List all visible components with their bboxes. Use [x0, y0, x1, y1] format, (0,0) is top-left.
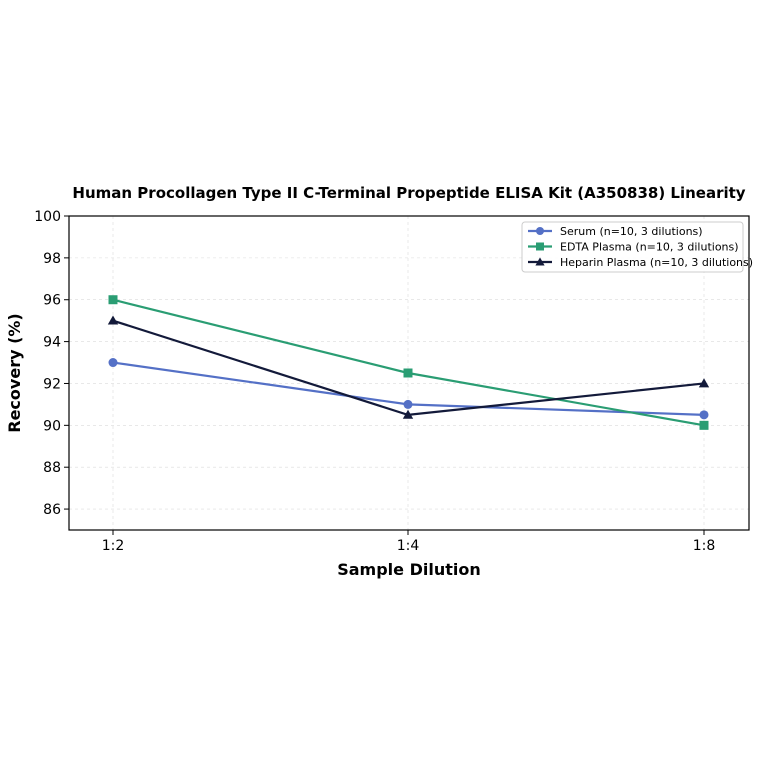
- data-point: [699, 410, 709, 420]
- x-tick-label: 1:2: [102, 538, 125, 554]
- y-tick-label: 94: [43, 335, 61, 351]
- data-point: [402, 409, 414, 419]
- legend-marker: [536, 227, 544, 235]
- y-tick-label: 100: [34, 209, 61, 225]
- y-tick-label: 88: [43, 460, 61, 476]
- legend: Serum (n=10, 3 dilutions) EDTA Plasma (n=…: [521, 221, 753, 273]
- data-point: [403, 368, 413, 378]
- y-tick-label: 92: [43, 376, 61, 392]
- data-point: [108, 295, 118, 305]
- data-point: [107, 315, 119, 325]
- data-point: [698, 378, 710, 388]
- legend-label: Heparin Plasma (n=10, 3 dilutions): [560, 256, 753, 269]
- legend-box: [521, 221, 744, 273]
- y-tick-label: 96: [43, 293, 61, 309]
- x-tick-label: 1:8: [693, 538, 716, 554]
- legend-marker: [536, 242, 544, 251]
- y-tick-label: 90: [43, 418, 61, 434]
- y-tick-label: 86: [43, 502, 61, 518]
- data-point: [699, 420, 709, 430]
- legend-marker: [535, 257, 545, 266]
- y-tick-label: 98: [43, 251, 61, 267]
- axis-ticks: 86 88 90 92 94 96 98 100 1:2 1:4 1:8: [34, 209, 715, 554]
- legend-label: Serum (n=10, 3 dilutions): [560, 225, 703, 238]
- plot-area-frame: [68, 215, 750, 531]
- x-axis-label: Sample Dilution: [337, 560, 481, 579]
- data-point: [108, 358, 118, 368]
- data-point: [403, 399, 413, 409]
- chart-title: Human Procollagen Type II C-Terminal Pro…: [72, 184, 745, 202]
- series-layer: [107, 295, 710, 430]
- legend-label: EDTA Plasma (n=10, 3 dilutions): [560, 241, 739, 254]
- x-tick-label: 1:4: [397, 538, 420, 554]
- y-axis-label: Recovery (%): [5, 313, 24, 432]
